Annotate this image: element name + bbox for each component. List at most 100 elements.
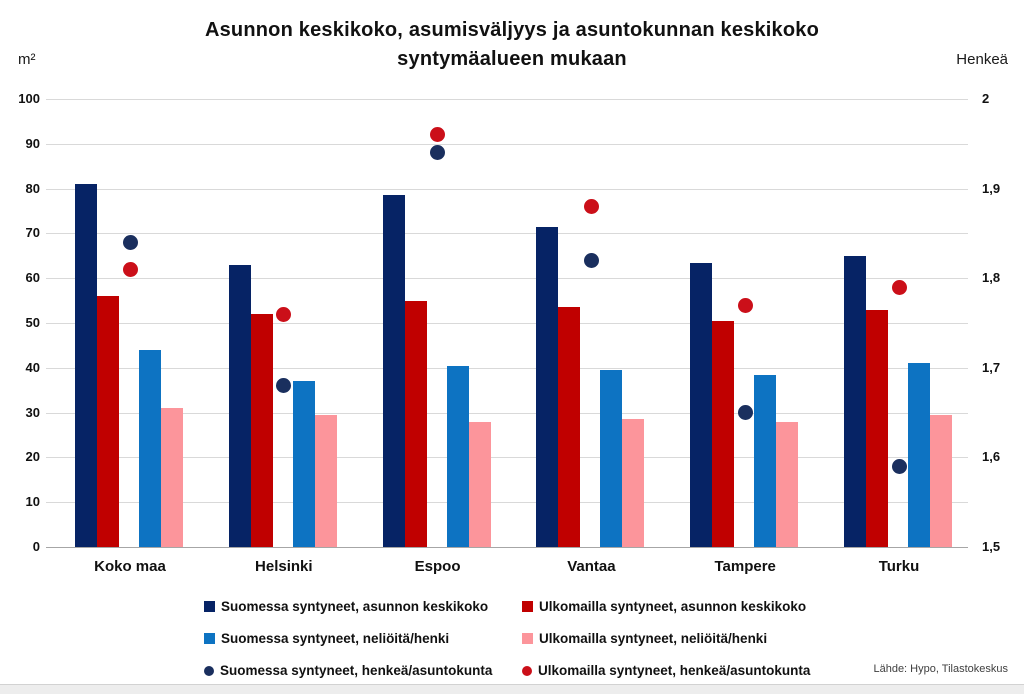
left-axis-tick-label: 100 <box>18 91 40 106</box>
gridline <box>46 278 968 280</box>
gridline <box>46 547 968 548</box>
gridline <box>46 457 968 459</box>
gridline <box>46 323 968 324</box>
right-axis-unit-label: Henkeä <box>956 51 1008 68</box>
bar-pink <box>161 408 183 547</box>
dot-redDot <box>891 279 907 295</box>
right-axis-tick-label: 1,9 <box>982 180 1001 196</box>
gridline <box>46 367 968 369</box>
dot-navyDot <box>122 234 138 250</box>
dot-redDot <box>737 297 753 313</box>
legend-row: Suomessa syntyneet, asunnon keskikoko Ulk… <box>204 599 810 614</box>
category-label: Tampere <box>714 558 776 575</box>
dot-navyDot <box>737 405 753 421</box>
gridline <box>46 233 968 235</box>
legend-label: Suomessa syntyneet, henkeä/asuntokunta <box>220 663 493 678</box>
bar-pink <box>314 414 337 547</box>
bar-blue <box>600 370 623 547</box>
bar-red <box>97 296 119 547</box>
legend-square-swatch <box>522 633 533 644</box>
legend-item: Ulkomailla syntyneet, asunnon keskikoko <box>522 599 806 614</box>
gridline <box>46 502 968 504</box>
legend-item: Suomessa syntyneet, henkeä/asuntokunta <box>204 663 522 678</box>
left-axis-tick-label: 90 <box>25 135 40 151</box>
dot-navyDot <box>430 145 446 161</box>
dot-redDot <box>122 261 138 277</box>
legend-item: Suomessa syntyneet, asunnon keskikoko <box>204 599 522 614</box>
legend: Suomessa syntyneet, asunnon keskikoko Ulk… <box>204 599 810 694</box>
chart-title-line2: syntymäalueen mukaan <box>397 48 627 70</box>
left-axis-tick-label: 30 <box>25 404 40 420</box>
bar-navy <box>536 226 559 547</box>
category-label: Helsinki <box>255 558 313 575</box>
right-axis-tick-label: 1,8 <box>982 270 1001 286</box>
bar-red <box>558 307 581 547</box>
bar-pink <box>776 421 799 547</box>
left-axis-tick-label: 10 <box>25 494 40 510</box>
left-axis-tick-label: 70 <box>25 225 40 241</box>
bar-blue <box>446 365 469 547</box>
gridline <box>46 143 968 145</box>
legend-item: Suomessa syntyneet, neliöitä/henki <box>204 631 522 646</box>
bar-navy <box>844 255 866 547</box>
bar-navy <box>228 264 251 547</box>
legend-row: Suomessa syntyneet, henkeä/asuntokunta Ul… <box>204 663 810 678</box>
legend-square-swatch <box>204 633 215 644</box>
legend-square-swatch <box>204 601 215 612</box>
bar-red <box>250 314 273 547</box>
legend-dot-swatch <box>522 665 532 676</box>
dot-navyDot <box>891 458 907 474</box>
category-label: Vantaa <box>567 558 616 575</box>
bar-blue <box>908 363 930 547</box>
bottom-edge-divider <box>0 684 1024 694</box>
bar-navy <box>690 262 713 547</box>
legend-label: Suomessa syntyneet, asunnon keskikoko <box>221 599 489 614</box>
chart-title: Asunnon keskikoko, asumisväljyys ja asun… <box>152 16 872 74</box>
legend-dot-swatch <box>204 665 214 676</box>
right-axis-tick-label: 1,5 <box>982 539 1001 554</box>
bar-navy <box>75 184 97 547</box>
left-axis-unit-label: m² <box>18 51 36 68</box>
gridline <box>46 99 968 100</box>
legend-label: Ulkomailla syntyneet, neliöitä/henki <box>539 631 768 646</box>
legend-label: Suomessa syntyneet, neliöitä/henki <box>221 631 450 646</box>
legend-item: Ulkomailla syntyneet, neliöitä/henki <box>522 631 767 646</box>
dot-redDot <box>276 306 292 322</box>
category-label: Espoo <box>414 558 461 575</box>
gridline <box>46 412 968 414</box>
bar-red <box>712 320 735 547</box>
bar-blue <box>754 374 777 547</box>
legend-square-swatch <box>522 601 533 612</box>
left-axis-tick-label: 40 <box>25 359 40 375</box>
dot-navyDot <box>276 378 292 394</box>
left-axis-tick-label: 80 <box>25 180 40 196</box>
category-label: Koko maa <box>94 558 166 575</box>
bar-navy <box>382 195 405 547</box>
bar-pink <box>468 421 491 547</box>
bar-blue <box>292 381 315 547</box>
legend-row: Suomessa syntyneet, neliöitä/henki Ulkoma… <box>204 631 810 646</box>
category-label: Turku <box>878 558 920 575</box>
left-axis-tick-label: 20 <box>25 449 40 465</box>
legend-item: Ulkomailla syntyneet, henkeä/asuntokunta <box>522 663 810 678</box>
right-axis-tick-label: 1,6 <box>982 449 1001 465</box>
chart-title-line1: Asunnon keskikoko, asumisväljyys ja asun… <box>204 19 820 41</box>
right-axis-tick-label: 1,7 <box>982 359 1001 375</box>
right-axis-tick-label: 2 <box>982 91 990 106</box>
bar-blue <box>139 349 161 547</box>
legend-label: Ulkomailla syntyneet, asunnon keskikoko <box>539 599 807 614</box>
bar-pink <box>622 419 645 547</box>
gridline <box>46 188 968 190</box>
legend-label: Ulkomailla syntyneet, henkeä/asuntokunta <box>538 663 811 678</box>
dot-redDot <box>430 127 446 143</box>
bar-red <box>404 300 427 547</box>
bar-pink <box>930 414 952 547</box>
bar-red <box>866 309 888 547</box>
dot-navyDot <box>583 252 599 268</box>
source-note: Lähde: Hypo, Tilastokeskus <box>873 663 1008 675</box>
left-axis-tick-label: 50 <box>25 315 40 330</box>
left-axis-tick-label: 0 <box>32 539 40 554</box>
left-axis-tick-label: 60 <box>25 270 40 286</box>
